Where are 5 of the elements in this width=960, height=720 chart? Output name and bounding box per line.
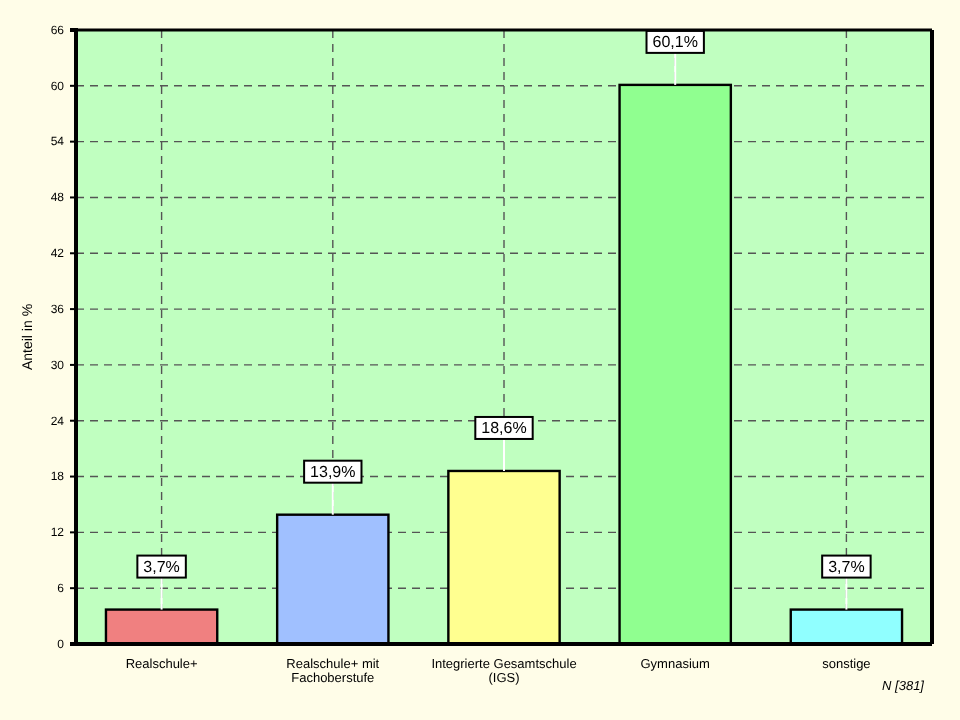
data-label: 13,9%	[310, 462, 356, 481]
data-label: 3,7%	[828, 557, 865, 576]
data-label: 60,1%	[652, 32, 698, 51]
data-label: 18,6%	[481, 418, 527, 437]
data-label: 3,7%	[143, 557, 180, 576]
